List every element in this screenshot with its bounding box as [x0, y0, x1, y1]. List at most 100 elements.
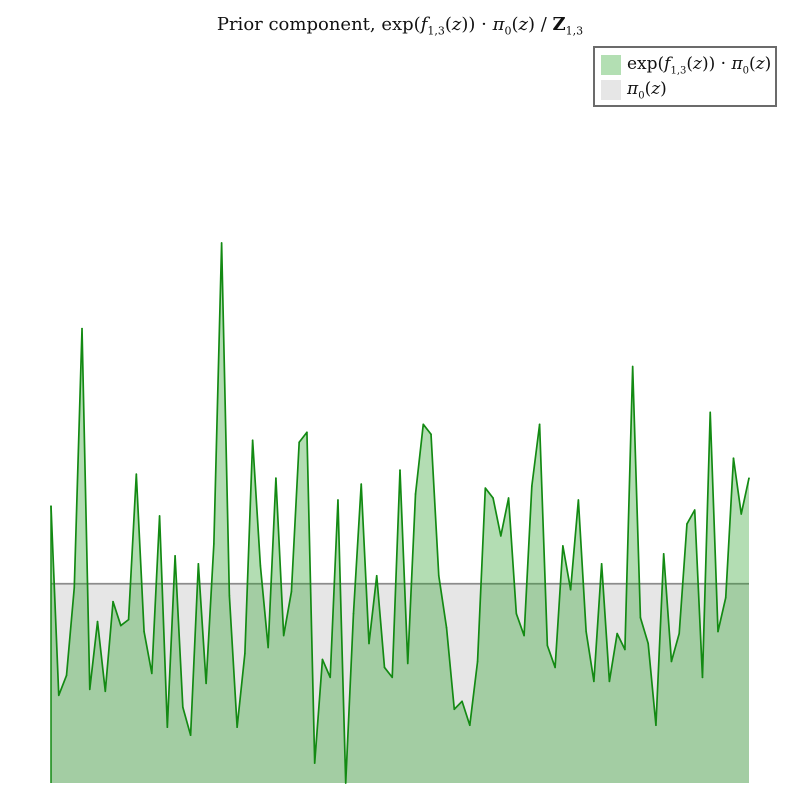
data-point	[406, 662, 409, 665]
data-point	[647, 642, 649, 645]
data-point	[251, 439, 254, 442]
data-point	[748, 477, 750, 479]
data-point	[205, 682, 207, 685]
data-point	[600, 563, 603, 565]
legend-label-posterior: exp(f1,3(z)) · π0(z)	[627, 53, 772, 77]
data-point	[352, 612, 355, 615]
posterior-area	[51, 242, 749, 784]
data-point	[174, 555, 176, 557]
data-point	[554, 666, 556, 669]
data-point	[469, 724, 471, 727]
data-point	[740, 513, 743, 515]
data-point	[182, 706, 184, 709]
data-point	[437, 574, 440, 577]
data-point	[267, 646, 269, 649]
data-point	[624, 648, 626, 651]
data-point	[189, 734, 192, 736]
data-point	[686, 523, 688, 525]
data-point	[166, 726, 169, 729]
data-point	[50, 505, 52, 507]
data-point	[88, 688, 91, 691]
data-point	[430, 433, 432, 436]
data-point	[453, 708, 456, 711]
data-point	[228, 594, 231, 597]
data-point	[213, 543, 215, 545]
data-point	[639, 616, 642, 619]
data-point	[678, 632, 680, 635]
legend-item-posterior: exp(f1,3(z)) · π0(z)	[601, 54, 771, 76]
legend-label-prior: π0(z)	[627, 78, 667, 102]
data-point	[693, 509, 696, 511]
data-point	[360, 483, 363, 485]
data-point	[313, 762, 316, 764]
data-point	[151, 672, 153, 675]
data-point	[531, 485, 533, 487]
data-point	[158, 515, 161, 517]
data-point	[306, 431, 308, 434]
data-point	[143, 630, 145, 633]
data-point	[724, 596, 727, 599]
data-point	[593, 680, 595, 683]
data-point	[500, 535, 502, 537]
data-point	[96, 620, 99, 623]
data-point	[577, 499, 580, 501]
data-point	[104, 690, 107, 693]
data-point	[569, 588, 572, 591]
data-point	[546, 644, 549, 647]
data-point	[562, 545, 564, 547]
data-point	[538, 423, 541, 426]
data-point	[275, 477, 277, 479]
data-point	[282, 634, 285, 637]
data-point	[344, 782, 347, 784]
data-point	[492, 497, 494, 499]
data-point	[670, 660, 673, 663]
data-point	[701, 676, 704, 679]
data-point	[337, 499, 339, 501]
data-point	[709, 411, 712, 414]
data-point	[422, 423, 425, 426]
data-point	[375, 574, 378, 577]
data-point	[445, 626, 448, 629]
legend-swatch-prior	[601, 80, 621, 100]
data-point	[368, 642, 370, 645]
data-point	[81, 327, 83, 330]
data-point	[236, 726, 238, 729]
data-point	[383, 666, 386, 669]
data-point	[73, 586, 76, 589]
data-point	[732, 457, 735, 459]
data-point	[197, 563, 200, 565]
data-point	[391, 676, 394, 679]
data-point	[585, 630, 587, 633]
data-point	[220, 242, 223, 244]
data-point	[127, 618, 130, 621]
data-point	[290, 590, 293, 593]
data-point	[608, 680, 611, 683]
data-point	[484, 487, 487, 489]
posterior-layer	[50, 242, 750, 784]
prior-layer	[51, 582, 749, 783]
data-point	[523, 634, 525, 637]
data-point	[298, 441, 300, 444]
data-point	[321, 658, 324, 661]
data-point	[57, 694, 60, 697]
data-point	[655, 724, 657, 727]
prior-area	[51, 583, 749, 783]
legend: exp(f1,3(z)) · π0(z) π0(z)	[593, 46, 777, 107]
data-point	[717, 630, 719, 633]
chart-title: Prior component, exp(f1,3(z)) · π0(z) / …	[216, 14, 584, 38]
data-point	[112, 600, 114, 603]
data-point	[259, 564, 262, 567]
data-point	[244, 652, 246, 655]
legend-item-prior: π0(z)	[601, 79, 667, 101]
data-point	[65, 674, 68, 677]
data-point	[135, 473, 138, 475]
data-point	[515, 612, 518, 615]
data-point	[662, 553, 665, 555]
data-point	[120, 624, 122, 627]
data-point	[631, 365, 634, 368]
data-point	[507, 497, 510, 499]
legend-swatch-posterior	[601, 55, 621, 75]
data-point	[616, 632, 618, 635]
data-point	[329, 676, 332, 679]
